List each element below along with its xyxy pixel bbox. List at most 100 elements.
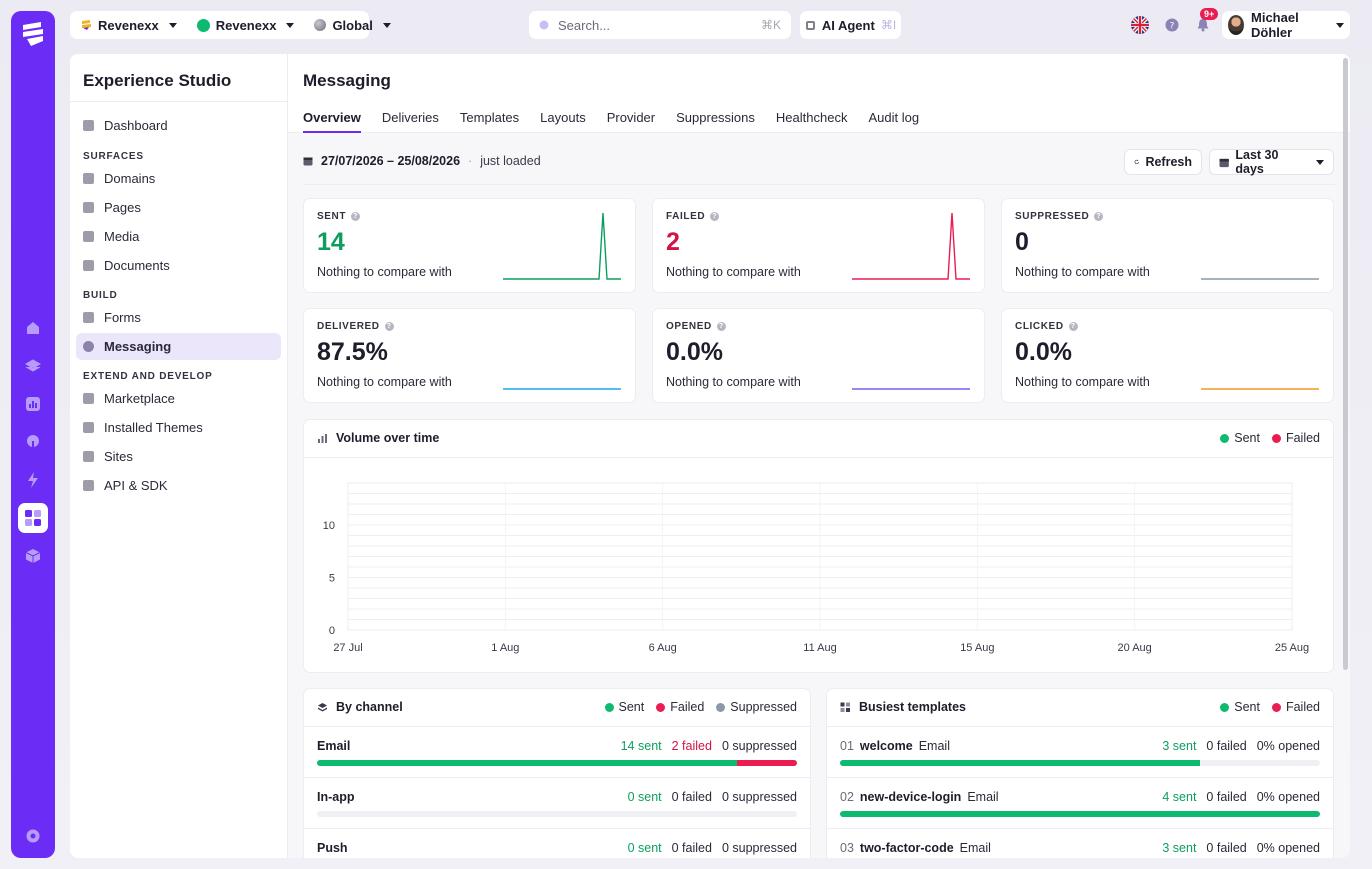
refresh-button[interactable]: Refresh <box>1124 149 1202 175</box>
org-selector[interactable]: Revenexx <box>70 18 187 33</box>
overview-toolbar: 27/07/2026 – 25/08/2026 · just loaded Re… <box>303 148 1335 176</box>
global-search[interactable]: ⌘K <box>529 11 791 39</box>
kpi-value: 2 <box>666 228 680 256</box>
legend-item-sent[interactable]: Sent <box>1220 431 1260 445</box>
layers-icon[interactable] <box>18 351 48 381</box>
x-tick-label: 25 Aug <box>1275 642 1309 654</box>
tab-deliveries[interactable]: Deliveries <box>381 110 439 125</box>
settings-gear-icon[interactable] <box>18 821 48 851</box>
legend-item-failed[interactable]: Failed <box>1271 431 1320 445</box>
search-shortcut: ⌘K <box>760 18 781 32</box>
uk-flag-icon[interactable] <box>1131 16 1149 34</box>
tab-audit-log[interactable]: Audit log <box>868 110 920 125</box>
kpi-card-failed: FAILED? 2 Nothing to compare with <box>652 198 985 293</box>
kpi-value: 14 <box>317 228 345 256</box>
templates-icon <box>840 702 850 712</box>
page-title: Messaging <box>303 71 391 90</box>
project-status-icon <box>196 18 210 32</box>
chevron-down-icon <box>1316 159 1324 165</box>
sidebar-title: Experience Studio <box>83 71 232 90</box>
sidebar-item-forms[interactable]: Forms <box>76 304 281 331</box>
tab-templates[interactable]: Templates <box>459 110 520 125</box>
api-icon <box>83 480 94 491</box>
kpi-value: 0 <box>1015 228 1029 256</box>
channel-row[interactable]: Push 0 sent 0 failed 0 suppressed <box>304 829 810 858</box>
region-selector[interactable]: Global <box>304 18 400 33</box>
info-icon[interactable]: ? <box>384 322 394 331</box>
info-icon[interactable]: ? <box>1068 322 1078 331</box>
chevron-down-icon <box>382 22 391 28</box>
chevron-down-icon <box>286 22 295 28</box>
template-row[interactable]: 03 two-factor-code Email 3 sent 0 failed 0% … <box>827 829 1333 858</box>
sites-icon <box>83 451 94 462</box>
channel-row[interactable]: Email 14 sent 2 failed 0 suppressed <box>304 727 810 778</box>
brand-logo-icon[interactable] <box>19 19 47 49</box>
main-scrollbar[interactable] <box>1343 58 1348 670</box>
kpi-card-clicked: CLICKED? 0.0% Nothing to compare with <box>1001 308 1334 403</box>
x-tick-label: 20 Aug <box>1118 642 1152 654</box>
sidebar-divider <box>70 101 287 102</box>
sparkline <box>852 212 970 280</box>
location-icon[interactable] <box>18 427 48 457</box>
volume-chart-card: Volume over time Sent Failed 27 Jul 1 Aug… <box>303 419 1334 673</box>
info-icon[interactable]: ? <box>716 322 726 331</box>
lightning-icon[interactable] <box>18 465 48 495</box>
org-logo-icon <box>82 20 91 30</box>
template-row[interactable]: 01 welcome Email 3 sent 0 failed 0% opened <box>827 727 1333 778</box>
sidebar-item-media[interactable]: Media <box>76 223 281 250</box>
ai-agent-button[interactable]: AI Agent ⌘I <box>800 11 901 39</box>
period-dropdown[interactable]: Last 30 days <box>1209 148 1334 176</box>
help-icon[interactable]: ? <box>1165 18 1179 32</box>
sparkline <box>852 388 970 390</box>
user-menu[interactable]: Michael Döhler <box>1222 10 1350 40</box>
sidebar-item-sites[interactable]: Sites <box>76 443 281 470</box>
notifications-badge: 9+ <box>1200 8 1219 20</box>
date-range: 27/07/2026 – 25/08/2026 · just loaded <box>303 154 541 168</box>
refresh-icon <box>1134 159 1139 165</box>
template-row[interactable]: 02 new-device-login Email 4 sent 0 failed 0%… <box>827 778 1333 829</box>
notifications-bell-icon[interactable] <box>1196 18 1210 32</box>
channel-legend: Sent Failed Suppressed <box>604 700 797 714</box>
sidebar-item-messaging[interactable]: Messaging <box>76 333 281 360</box>
project-selector[interactable]: Revenexx <box>187 18 305 33</box>
by-channel-title: By channel <box>336 700 403 714</box>
sidebar-item-api-sdk[interactable]: API & SDK <box>76 472 281 499</box>
analytics-icon[interactable] <box>18 389 48 419</box>
context-switcher: Revenexx Revenexx Global <box>70 11 391 39</box>
search-icon <box>539 20 549 29</box>
plot-frame <box>347 482 1293 631</box>
tab-healthcheck[interactable]: Healthcheck <box>775 110 848 125</box>
channel-bar <box>317 760 797 766</box>
x-tick-label: 6 Aug <box>649 642 677 654</box>
sidebar-item-dashboard[interactable]: Dashboard <box>76 112 281 139</box>
sparkline <box>1201 278 1319 280</box>
by-channel-card: By channel Sent Failed Suppressed Email … <box>303 688 811 858</box>
sidebar-item-domains[interactable]: Domains <box>76 165 281 192</box>
cube-icon[interactable] <box>18 541 48 571</box>
kpi-value: 87.5% <box>317 338 388 366</box>
tab-suppressions[interactable]: Suppressions <box>676 110 755 125</box>
chevron-down-icon <box>1336 22 1344 28</box>
info-icon[interactable]: ? <box>710 212 720 221</box>
legend-dot <box>1220 702 1230 712</box>
kpi-subtitle: Nothing to compare with <box>666 375 801 389</box>
sidebar-item-documents[interactable]: Documents <box>76 252 281 279</box>
main-header: Messaging Overview Deliveries Templates … <box>288 54 1350 133</box>
tab-provider[interactable]: Provider <box>606 110 656 125</box>
experience-studio-icon[interactable] <box>18 503 48 533</box>
home-icon[interactable] <box>18 313 48 343</box>
info-icon[interactable]: ? <box>351 212 361 221</box>
globe-icon <box>314 19 327 31</box>
info-icon[interactable]: ? <box>1094 212 1104 221</box>
tab-overview[interactable]: Overview <box>303 110 361 133</box>
sidebar-item-pages[interactable]: Pages <box>76 194 281 221</box>
channel-row[interactable]: In-app 0 sent 0 failed 0 suppressed <box>304 778 810 829</box>
x-tick-label: 11 Aug <box>803 642 836 654</box>
search-input[interactable] <box>558 17 753 33</box>
x-tick-label: 27 Jul <box>333 642 362 654</box>
y-tick-label: 5 <box>329 573 335 585</box>
sidebar-item-installed-themes[interactable]: Installed Themes <box>76 414 281 441</box>
tab-layouts[interactable]: Layouts <box>540 110 586 125</box>
forms-icon <box>83 312 94 323</box>
sidebar-item-marketplace[interactable]: Marketplace <box>76 385 281 412</box>
